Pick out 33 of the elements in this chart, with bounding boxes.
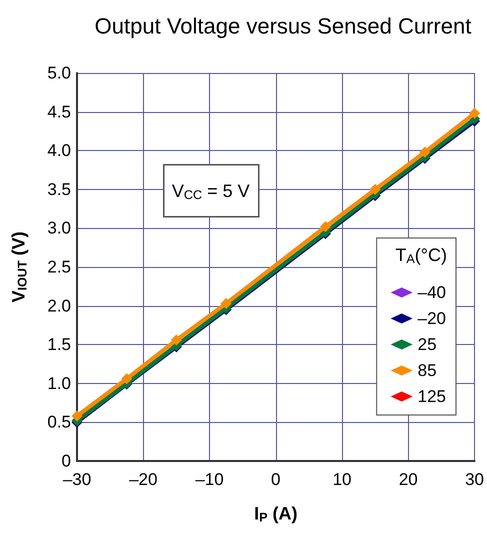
- point: [370, 184, 381, 195]
- point: [469, 108, 480, 119]
- y-tick-label: 3.5: [47, 180, 71, 199]
- x-tick-label: 0: [271, 470, 281, 489]
- y-tick-label: 4.0: [47, 141, 71, 160]
- y-tick-label: 1.5: [47, 335, 71, 354]
- x-tick-label: 10: [332, 470, 352, 489]
- legend-label: 125: [418, 387, 446, 406]
- legend-label: 25: [418, 335, 437, 354]
- point: [72, 410, 82, 422]
- y-tick-label: 1.0: [47, 374, 71, 393]
- x-tick-label: –10: [195, 470, 224, 489]
- point: [419, 146, 430, 158]
- point: [320, 221, 331, 232]
- point: [220, 298, 232, 309]
- y-tick-label: 4.5: [47, 102, 71, 122]
- legend-label: –40: [418, 283, 446, 302]
- y-tick-label: 0: [62, 452, 71, 470]
- y-tick-label: 3.0: [47, 218, 71, 238]
- point: [170, 334, 182, 346]
- x-tick-label: –30: [62, 470, 92, 489]
- y-tick-label: 2.5: [47, 258, 71, 276]
- legend-label: 85: [418, 361, 437, 380]
- chart-title: Output Voltage versus Sensed Current: [94, 14, 472, 38]
- point: [121, 373, 132, 384]
- y-axis-title: VIOUT (V): [8, 231, 30, 303]
- y-tick-label: 2.0: [47, 296, 71, 316]
- y-tick-label: 5.0: [47, 64, 71, 82]
- y-tick-label: 0.5: [47, 412, 71, 432]
- x-tick-label: 20: [398, 470, 418, 489]
- x-tick-label: –20: [129, 470, 158, 489]
- legend-label: –20: [418, 309, 446, 328]
- x-tick-label: 30: [465, 470, 484, 489]
